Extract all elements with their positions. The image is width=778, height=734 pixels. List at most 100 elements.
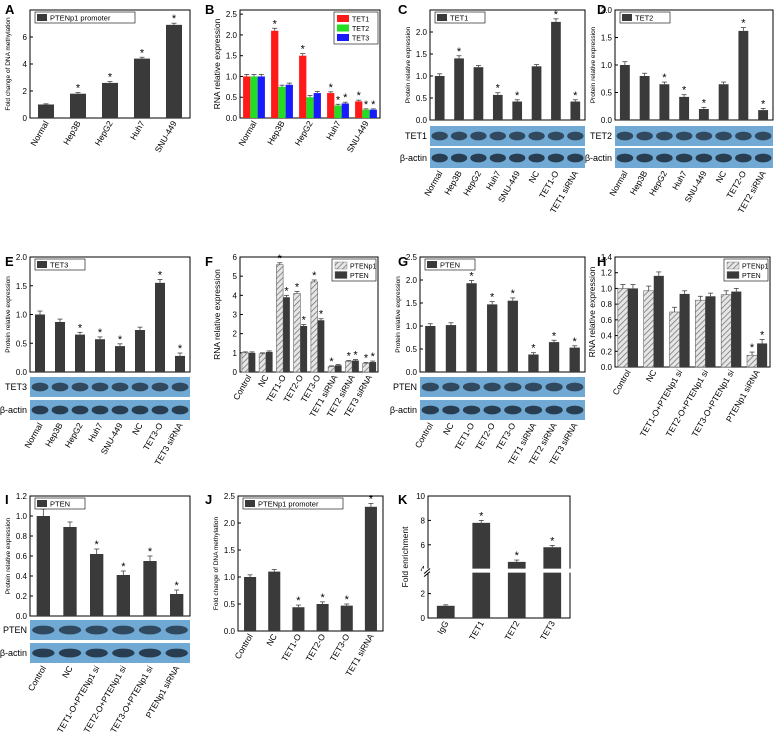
significance-star: * — [343, 92, 348, 104]
blot-band — [450, 153, 468, 163]
blot-band — [71, 405, 89, 415]
x-tick-label: NC — [526, 169, 541, 185]
bar — [445, 325, 457, 372]
blot-band — [566, 382, 584, 392]
blot-band — [547, 153, 565, 163]
y-tick-label: 8 — [421, 516, 426, 525]
y-tick-label: 1.0 — [406, 322, 418, 331]
bar — [507, 300, 518, 372]
significance-star: * — [511, 288, 516, 300]
blot-band — [32, 625, 55, 635]
significance-star: * — [364, 352, 369, 364]
x-tick-label: TET1 — [467, 619, 486, 642]
legend-swatch — [334, 271, 348, 279]
significance-star: * — [78, 322, 83, 334]
legend-label: TET1 — [352, 17, 369, 24]
significance-star: * — [369, 494, 374, 506]
bar — [345, 361, 353, 373]
bar — [352, 360, 359, 372]
significance-star: * — [273, 18, 278, 30]
blot-band — [131, 382, 149, 392]
y-tick-label: 1.2 — [16, 492, 28, 501]
blot-band — [138, 648, 162, 658]
bar — [543, 547, 562, 618]
y-tick-label: 1.0 — [16, 512, 28, 521]
bar — [436, 605, 455, 618]
significance-star: * — [329, 356, 334, 368]
bar — [257, 76, 265, 118]
bar — [90, 554, 104, 616]
blot-band — [32, 648, 55, 658]
bar — [695, 299, 706, 368]
bar — [102, 82, 118, 118]
blot-band — [489, 153, 506, 163]
blot-strip — [30, 643, 190, 663]
y-tick-label: 0.8 — [16, 532, 28, 541]
y-tick-label: 0 — [23, 114, 28, 123]
blot-band — [489, 131, 506, 141]
bar — [341, 103, 349, 118]
blot-band — [51, 405, 69, 415]
y-tick-label: 0.0 — [406, 368, 418, 377]
blot-band — [483, 382, 501, 392]
bar — [355, 101, 363, 118]
x-tick-label: NC — [130, 421, 145, 437]
y-tick-label: 0.6 — [601, 316, 613, 325]
x-tick-label: Huh7 — [128, 119, 147, 142]
y-tick-label: 1 — [233, 349, 238, 358]
significance-star: * — [702, 97, 707, 109]
y-tick-label: 0.0 — [16, 368, 28, 377]
bar — [425, 326, 436, 372]
x-tick-label: IgG — [435, 619, 451, 636]
bar — [316, 604, 329, 631]
y-tick-label: 2.0 — [16, 253, 28, 262]
blot-band — [470, 153, 487, 163]
y-tick-label: 0.4 — [16, 572, 28, 581]
legend-swatch — [37, 261, 47, 268]
legend-box — [424, 258, 476, 271]
legend-label: PTENp1 — [742, 264, 769, 271]
blot-band — [545, 405, 563, 415]
panel-label: J — [205, 492, 212, 507]
panel-j: J 0.0 0.5 1.0 1.5 2.0 2.5 Fold change of DNA me… — [205, 492, 384, 678]
bar — [285, 84, 293, 118]
legend-label: TET2 — [352, 26, 369, 33]
blot-band — [71, 382, 89, 392]
y-tick-label: 1.0 — [601, 284, 613, 293]
significance-star: * — [469, 270, 474, 282]
blot-band — [470, 131, 487, 141]
panel-label: H — [597, 254, 606, 269]
y-tick-label: 5 — [233, 272, 238, 281]
significance-star: * — [515, 550, 520, 562]
plot-frame — [419, 256, 586, 373]
significance-star: * — [296, 595, 301, 607]
bar — [115, 346, 125, 372]
legend-swatch — [337, 34, 349, 41]
bar — [653, 275, 664, 367]
significance-star: * — [741, 18, 746, 30]
x-tick-label: HepG2 — [461, 169, 483, 198]
bar — [731, 291, 742, 367]
legend-label: PTEN — [50, 500, 70, 509]
legend-label: PTENp1 promoter — [50, 14, 111, 23]
blot-strip — [30, 400, 190, 420]
bar — [758, 110, 769, 120]
significance-star: * — [301, 44, 306, 56]
legend-swatch — [337, 15, 349, 22]
blot-band — [431, 153, 448, 163]
bar — [35, 314, 45, 372]
x-tick-label: TET1-O — [279, 632, 303, 664]
blot-band — [111, 405, 129, 415]
blot-band — [111, 382, 129, 392]
y-tick-label: 2.0 — [601, 6, 613, 15]
blot-strip — [430, 126, 585, 146]
legend-label: TET3 — [50, 261, 68, 270]
blot-band — [462, 405, 481, 415]
y-tick-label: 2.5 — [224, 492, 236, 501]
significance-star: * — [95, 539, 100, 551]
bar — [278, 86, 286, 118]
panel-c: C 0.0 0.5 1.0 1.5 2.0 Protein relative express… — [398, 2, 586, 215]
blot-band — [504, 382, 522, 392]
significance-star: * — [496, 83, 501, 95]
